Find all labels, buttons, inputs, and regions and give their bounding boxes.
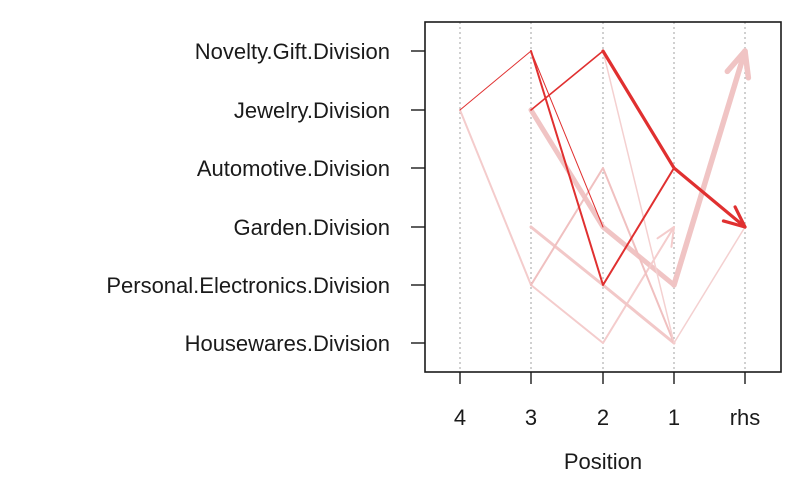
x-tick-label: 2: [597, 405, 609, 430]
rule-line-11: [673, 226, 746, 344]
x-axis: 4 3 2 1 rhs: [454, 372, 760, 430]
rule-line-3: [530, 50, 675, 286]
rule-line-10: [602, 50, 675, 344]
y-tick-label: Housewares.Division: [185, 331, 390, 356]
rule-arrowhead-5: [724, 48, 752, 81]
rule-line-4: [459, 50, 604, 228]
y-tick-label: Personal.Electronics.Division: [106, 273, 390, 298]
rule-line-9: [530, 167, 675, 344]
x-tick-label: 1: [668, 405, 680, 430]
grid-layer: [459, 22, 746, 372]
x-tick-label: 3: [525, 405, 537, 430]
y-axis: Novelty.Gift.Division Jewelry.Division Aut…: [106, 39, 425, 356]
rule-arrowhead-1: [721, 205, 747, 229]
rule-arrowhead-7: [656, 226, 675, 248]
y-tick-label: Novelty.Gift.Division: [195, 39, 390, 64]
x-tick-label: rhs: [730, 405, 761, 430]
rules-layer: [459, 48, 752, 345]
y-tick-label: Jewelry.Division: [234, 98, 390, 123]
rule-line-5: [671, 48, 748, 288]
x-axis-title: Position: [564, 449, 642, 474]
x-tick-label: 4: [454, 405, 466, 430]
y-tick-label: Garden.Division: [233, 215, 390, 240]
y-tick-label: Automotive.Division: [197, 156, 390, 181]
rule-line-7: [459, 109, 675, 344]
rule-line-2: [530, 50, 675, 169]
